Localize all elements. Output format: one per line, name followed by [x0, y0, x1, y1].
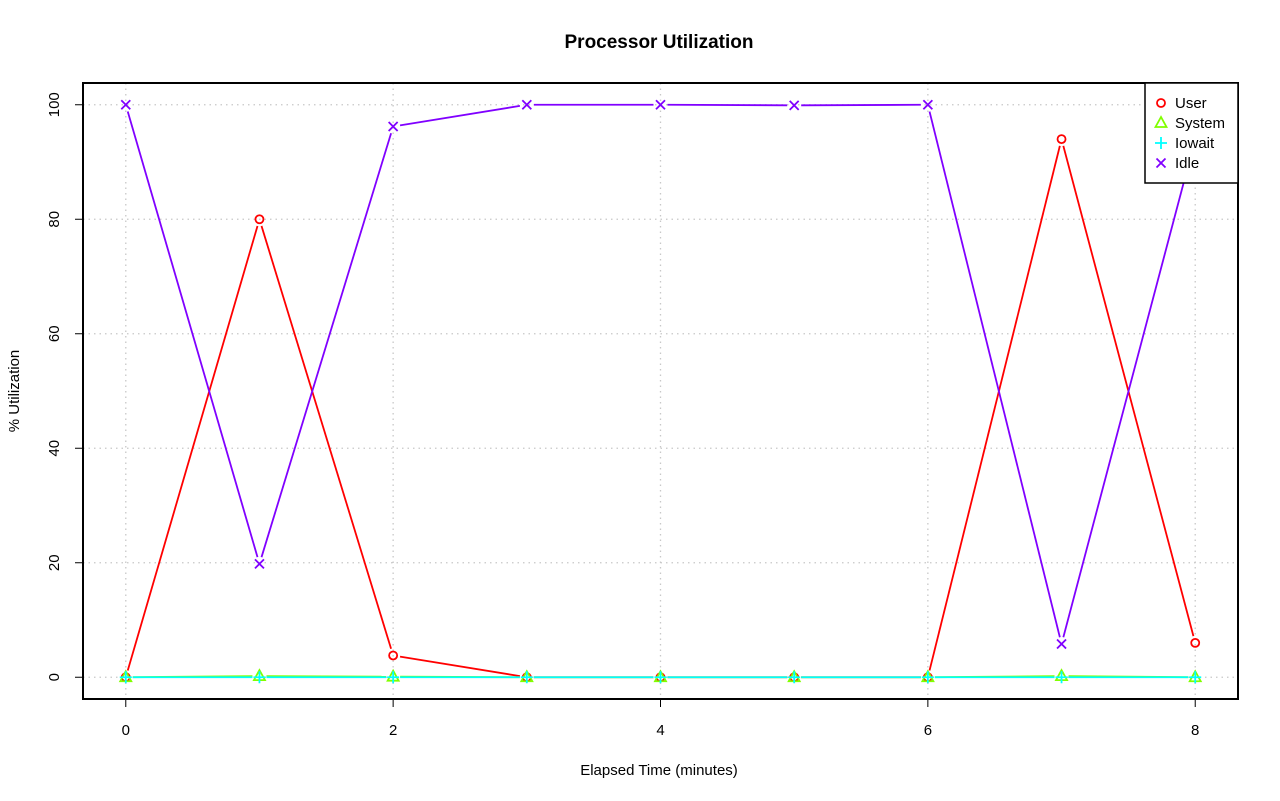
legend: User System Iowait Idle: [1144, 82, 1239, 184]
user-point: [254, 214, 265, 225]
legend-marker: [1155, 157, 1167, 169]
chart-title: Processor Utilization: [565, 32, 754, 53]
iowait-point: [1055, 671, 1068, 684]
y-tick-label: 20: [46, 554, 63, 571]
idle-point: [1056, 638, 1067, 650]
x-tick-label: 6: [924, 722, 932, 739]
idle-point: [254, 558, 265, 570]
user-line-segment: [928, 145, 1061, 671]
iowait-point: [654, 671, 667, 684]
iowait-point: [119, 671, 132, 684]
grid: [83, 83, 1238, 699]
idle-line-segment: [667, 103, 788, 107]
legend-label: Idle: [1175, 155, 1199, 172]
y-tick-label: 60: [46, 325, 63, 342]
iowait-point: [253, 671, 266, 684]
idle-point: [655, 99, 666, 110]
iowait-point: [921, 671, 934, 684]
y-tick-label: 100: [46, 92, 63, 117]
y-tick-label: 40: [46, 440, 63, 457]
series-idle: [120, 99, 1201, 650]
idle-line-segment: [399, 104, 521, 127]
legend-label: Iowait: [1175, 135, 1215, 152]
legend-marker: [1153, 115, 1169, 128]
legend-label: System: [1175, 115, 1225, 132]
idle-line-segment: [126, 111, 259, 558]
idle-point: [388, 121, 399, 132]
legend-item-system: System: [1153, 115, 1225, 132]
idle-line-segment: [1062, 145, 1195, 638]
y-axis-label: % Utilization: [6, 350, 23, 433]
idle-point: [120, 99, 131, 110]
legend-box: [1144, 82, 1239, 184]
x-tick-label: 0: [122, 722, 130, 739]
legend-marker: [1155, 137, 1167, 149]
iowait-point: [788, 671, 801, 684]
series-iowait: [119, 671, 1202, 684]
user-line-segment: [260, 225, 392, 650]
x-tick-label: 4: [656, 722, 664, 739]
idle-line-segment: [928, 111, 1061, 638]
user-point: [1056, 134, 1067, 145]
user-point: [1190, 637, 1201, 648]
series-layer: [118, 99, 1203, 684]
x-axis-label: Elapsed Time (minutes): [580, 762, 738, 779]
user-point: [388, 650, 399, 661]
user-line-segment: [126, 225, 259, 671]
idle-line-segment: [801, 103, 921, 107]
legend-item-user: User: [1156, 95, 1207, 112]
idle-point: [521, 99, 532, 110]
y-tick-label: 0: [46, 673, 63, 681]
x-tick-label: 2: [389, 722, 397, 739]
user-line-segment: [399, 655, 521, 678]
legend-marker: [1156, 98, 1166, 108]
y-tick-label: 80: [46, 211, 63, 228]
idle-line-segment: [260, 132, 392, 558]
legend-label: User: [1175, 95, 1207, 112]
idle-point: [922, 99, 933, 110]
iowait-point: [387, 671, 400, 684]
legend-item-iowait: Iowait: [1155, 135, 1215, 152]
x-tick-label: 8: [1191, 722, 1199, 739]
iowait-point: [1189, 671, 1202, 684]
iowait-point: [520, 671, 533, 684]
legend-item-idle: Idle: [1155, 155, 1199, 172]
idle-point: [789, 100, 800, 111]
